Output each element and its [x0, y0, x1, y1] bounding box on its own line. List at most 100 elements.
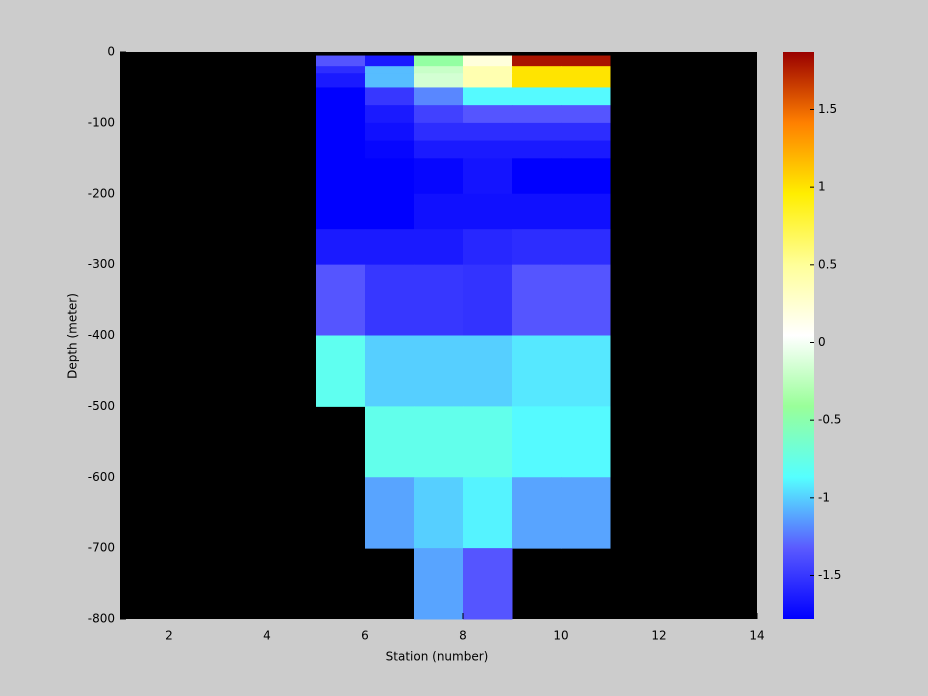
heatmap-cell — [316, 55, 366, 67]
heatmap-cell — [463, 406, 513, 478]
heatmap-cell — [463, 158, 513, 195]
x-tick-label: 14 — [749, 629, 764, 643]
heatmap-cell — [365, 229, 415, 266]
heatmap-cell — [316, 335, 366, 407]
heatmap-cell — [512, 406, 562, 478]
heatmap-cell — [512, 87, 562, 106]
heatmap-cell — [414, 477, 464, 549]
heatmap-cell — [414, 87, 464, 106]
y-tick-label: -300 — [88, 257, 115, 271]
heatmap-cell — [316, 122, 366, 142]
colorbar-tick-label: -1.5 — [818, 568, 841, 582]
x-tick-label: 10 — [553, 629, 568, 643]
heatmap-cell — [316, 66, 366, 74]
x-tick-label: 12 — [651, 629, 666, 643]
heatmap-cell — [561, 406, 611, 478]
colorbar-tick-label: 1.5 — [818, 102, 837, 116]
x-tick-label: 4 — [263, 629, 271, 643]
heatmap-cell — [561, 229, 611, 266]
colorbar-tick-label: -0.5 — [818, 413, 841, 427]
x-tick-label: 2 — [165, 629, 173, 643]
heatmap-cell — [414, 66, 464, 74]
y-tick-label: -400 — [88, 328, 115, 342]
heatmap-cell — [463, 548, 513, 620]
heatmap-cell — [365, 66, 415, 74]
heatmap-cell — [561, 105, 611, 124]
y-tick-label: -500 — [88, 399, 115, 413]
heatmap-cell — [512, 229, 562, 266]
heatmap-cell — [463, 229, 513, 266]
heatmap-cell — [365, 193, 415, 230]
heatmap-cell — [561, 193, 611, 230]
heatmap-cell — [365, 122, 415, 142]
y-tick-label: -100 — [88, 115, 115, 129]
heatmap-cell — [414, 229, 464, 266]
heatmap-cell — [463, 105, 513, 124]
heatmap-cell — [414, 264, 464, 336]
heatmap-cell — [512, 105, 562, 124]
colorbar-tick-label: 0 — [818, 335, 826, 349]
heatmap-cell — [512, 477, 562, 549]
heatmap-cell — [414, 73, 464, 88]
heatmap-cell — [561, 66, 611, 74]
heatmap-cell — [463, 66, 513, 74]
heatmap-cell — [414, 335, 464, 407]
heatmap-cell — [414, 406, 464, 478]
heatmap-cell — [365, 105, 415, 124]
heatmap-cell — [316, 140, 366, 159]
heatmap-cell — [365, 406, 415, 478]
heatmap-cell — [316, 73, 366, 88]
y-axis-label: Depth (meter) — [66, 293, 80, 379]
heatmap-cell — [512, 73, 562, 88]
heatmap-cell — [561, 264, 611, 336]
y-tick-label: -200 — [88, 186, 115, 200]
heatmap-cell — [512, 158, 562, 195]
heatmap-cell — [512, 193, 562, 230]
heatmap-cell — [561, 55, 611, 67]
heatmap-cell — [365, 87, 415, 106]
heatmap-cell — [316, 264, 366, 336]
heatmap-cell — [365, 158, 415, 195]
colorbar-tick-label: 1 — [818, 180, 826, 194]
heatmap-cell — [561, 477, 611, 549]
heatmap-cell — [414, 122, 464, 142]
heatmap-cell — [316, 87, 366, 106]
heatmap-cell — [463, 335, 513, 407]
heatmap-cell — [365, 73, 415, 88]
x-tick-label: 8 — [459, 629, 467, 643]
heatmap-cell — [512, 140, 562, 159]
heatmap-cell — [463, 55, 513, 67]
colorbar-tick-label: 0.5 — [818, 257, 837, 271]
heatmap-cell — [414, 105, 464, 124]
heatmap-cell — [414, 158, 464, 195]
heatmap-cell — [561, 140, 611, 159]
heatmap-cell — [414, 55, 464, 67]
colorbar — [783, 52, 814, 619]
heatmap-cell — [561, 73, 611, 88]
heatmap-cell — [463, 193, 513, 230]
heatmap-cell — [561, 122, 611, 142]
heatmap-cell — [365, 335, 415, 407]
heatmap-cell — [463, 264, 513, 336]
heatmap-cell — [365, 477, 415, 549]
heatmap-cell — [512, 264, 562, 336]
heatmap-cell — [512, 122, 562, 142]
heatmap-cell — [365, 264, 415, 336]
heatmap-cell — [512, 66, 562, 74]
heatmap-cell — [463, 87, 513, 106]
heatmap-cell — [463, 140, 513, 159]
heatmap-cell — [512, 335, 562, 407]
heatmap-cell — [316, 158, 366, 195]
heatmap-cell — [561, 335, 611, 407]
heatmap-cell — [316, 193, 366, 230]
y-tick-label: -700 — [88, 541, 115, 555]
colorbar-tick-label: -1 — [818, 490, 830, 504]
heatmap-cell — [561, 158, 611, 195]
heatmap-cell — [561, 87, 611, 106]
heatmap-cell — [365, 55, 415, 67]
y-tick-label: -600 — [88, 470, 115, 484]
x-axis-label: Station (number) — [386, 650, 489, 664]
heatmap-cell — [414, 193, 464, 230]
heatmap-cell — [365, 140, 415, 159]
